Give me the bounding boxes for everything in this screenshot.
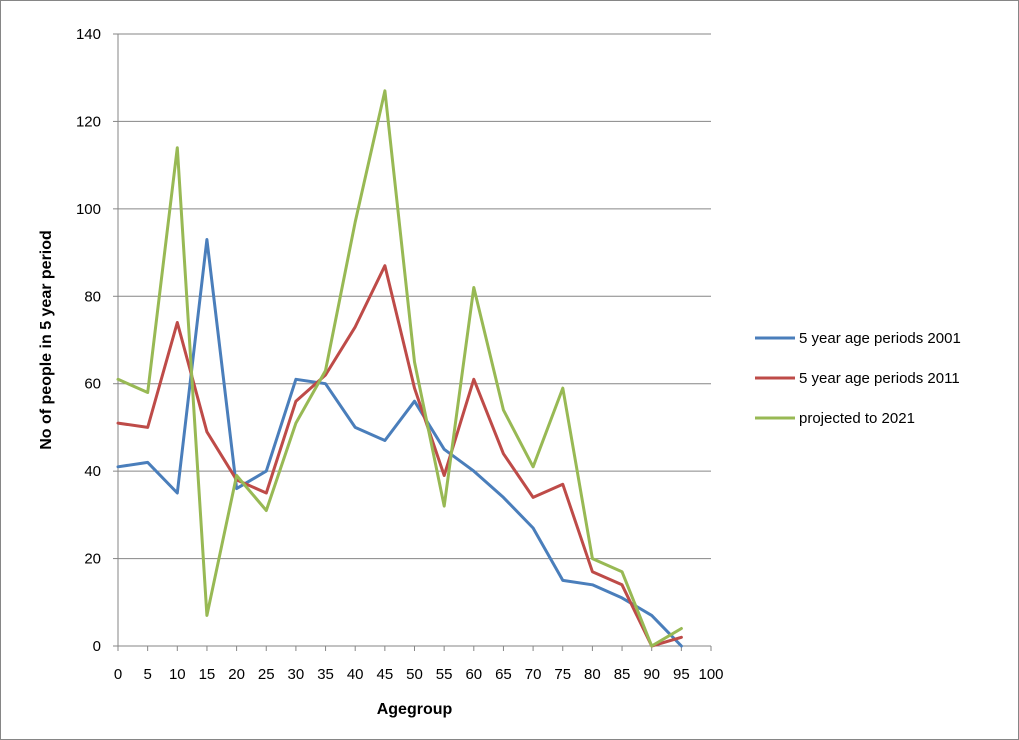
legend-label: 5 year age periods 2011 [799,370,960,387]
x-tick-label: 85 [614,666,631,683]
axes [113,33,712,651]
y-tick-label: 80 [84,288,101,305]
series-line-3 [116,89,683,648]
x-tick-label: 10 [169,666,186,683]
x-tick-label: 70 [525,666,542,683]
series-lines [116,89,683,648]
y-tick-label: 60 [84,376,101,393]
x-tick-label: 95 [673,666,690,683]
x-tick-label: 65 [495,666,512,683]
x-tick-label: 0 [114,666,122,683]
x-tick-label: 100 [698,666,723,683]
x-tick-label: 40 [347,666,364,683]
x-tick-label: 45 [377,666,394,683]
x-tick-label: 60 [465,666,482,683]
y-tick-label: 20 [84,551,101,568]
x-tick-label: 30 [288,666,305,683]
x-axis-title: Agegroup [377,701,453,718]
x-tick-label: 5 [143,666,151,683]
x-tick-label: 15 [199,666,216,683]
legend-label: 5 year age periods 2001 [799,330,961,347]
y-axis-title: No of people in 5 year period [38,230,55,450]
x-tick-label: 35 [317,666,334,683]
series-line-2 [116,264,683,648]
series-line-1 [116,238,683,648]
y-tick-label: 140 [76,26,101,43]
gridlines [118,33,711,560]
y-tick-label: 40 [84,463,101,480]
x-tick-label: 75 [554,666,571,683]
x-tick-label: 90 [643,666,660,683]
legend: 5 year age periods 2001 5 year age period… [755,330,961,427]
x-axis-ticks: 0 5 10 15 20 25 30 35 40 45 50 55 60 65 70 75 80 85 90 95 10… [114,666,724,683]
x-tick-label: 55 [436,666,453,683]
legend-label: projected to 2021 [799,410,915,427]
x-tick-label: 80 [584,666,601,683]
y-tick-label: 100 [76,201,101,218]
y-tick-label: 120 [76,113,101,130]
x-tick-label: 50 [406,666,423,683]
x-tick-label: 25 [258,666,275,683]
x-tick-label: 20 [228,666,245,683]
y-tick-label: 0 [93,638,101,655]
y-axis-ticks: 0 20 40 60 80 100 120 140 [76,26,101,655]
